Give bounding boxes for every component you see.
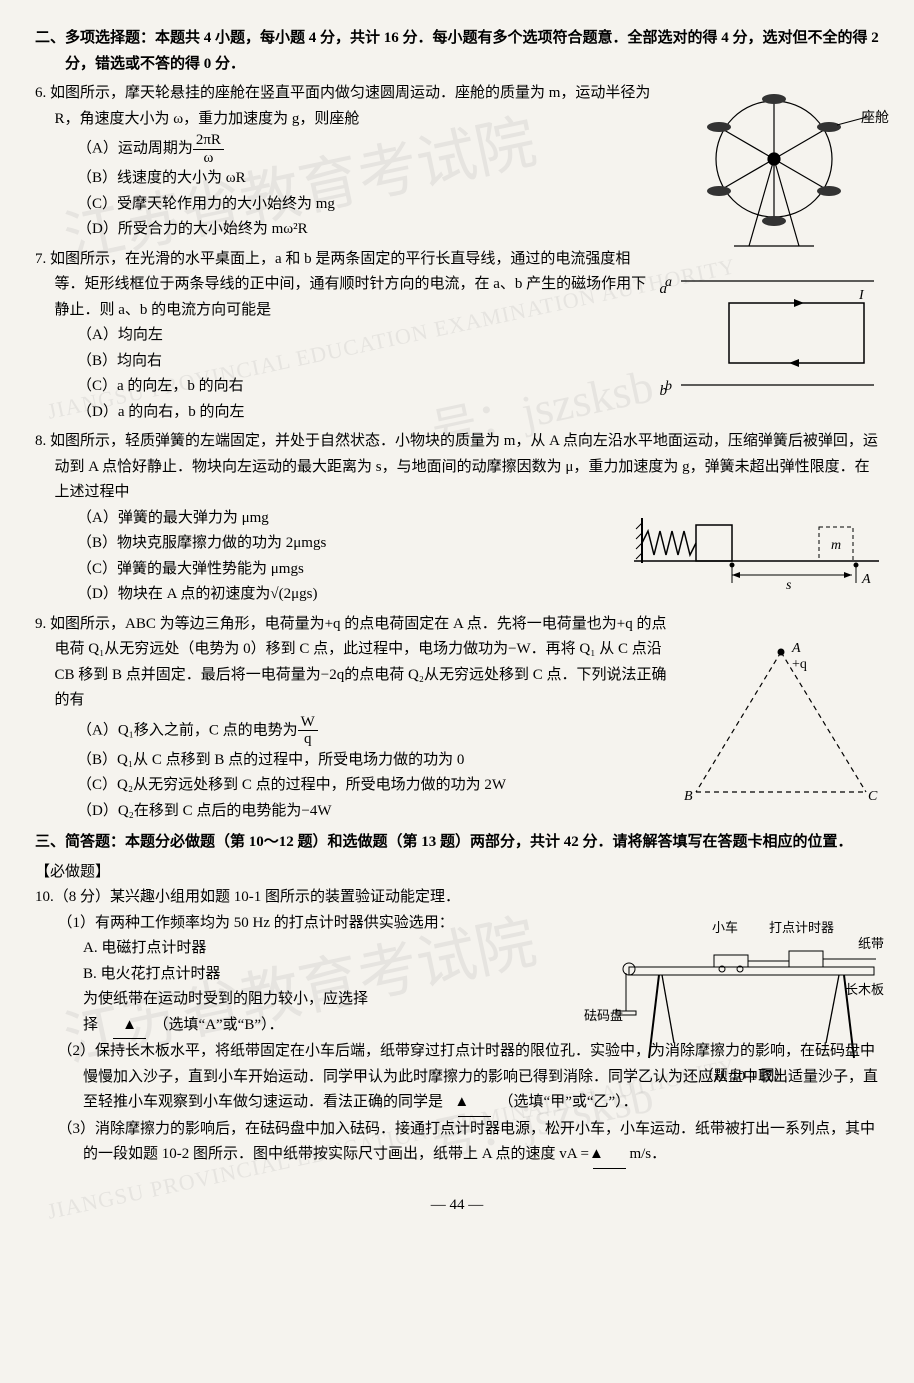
q8-stem: 8. 如图所示，轻质弹簧的左端固定，并处于自然状态．小物块的质量为 m，从 A … [35,429,879,506]
q6-option-B: （B）线速度的大小为 ωR [35,166,674,192]
svg-text:s: s [786,578,792,593]
q6-stem: 6. 如图所示，摩天轮悬挂的座舱在竖直平面内做匀速圆周运动．座舱的质量为 m，运… [35,81,674,132]
svg-text:C: C [868,789,878,804]
q9-A-num: W [298,714,318,732]
q10-p1B: B. 电火花打点计时器 [35,962,599,988]
q9-stem: 9. 如图所示，ABC 为等边三角形，电荷量为+q 的点电荷固定在 A 点．先将… [35,612,679,714]
q7-b-label: b [660,379,668,405]
q9-A-frac: Wq [298,714,318,748]
question-7: 7. 如图所示，在光滑的水平桌面上，a 和 b 是两条固定的平行长直导线，通过的… [35,247,879,426]
q10-head: 10.（8 分）某兴趣小组用如题 10-1 图所示的装置验证动能定理． [35,885,879,911]
q7-stem: 7. 如图所示，在光滑的水平桌面上，a 和 b 是两条固定的平行长直导线，通过的… [35,247,654,324]
section3-heading-text: 三、简答题：本题分必做题（第 10～12 题）和选做题（第 13 题）两部分，共… [35,834,853,850]
ferris-wheel-icon [689,81,889,251]
question-6: 6. 如图所示，摩天轮悬挂的座舱在竖直平面内做匀速圆周运动．座舱的质量为 m，运… [35,81,879,243]
q7-option-C: （C）a 的向左，b 的向右 [35,374,654,400]
q8-option-D: （D）物块在 A 点的初速度为√(2μgs) [35,582,629,608]
q9-A-den: q [298,731,318,748]
q8-option-A: （A）弹簧的最大弹力为 μmg [35,506,629,532]
q10-lab-pan: 砝码盘 [584,1005,623,1027]
q10-p1a: （1）有两种工作频率均为 50 Hz 的打点计时器供实验选用： [35,911,599,937]
q10-p3: （3）消除摩擦力的影响后，在砝码盘中加入砝码．接通打点计时器电源，松开小车，小车… [35,1117,879,1169]
q10-p1A: A. 电磁打点计时器 [35,936,599,962]
triangle-charge-icon: A +q B C [684,640,879,805]
section2-heading: 二、多项选择题：本题共 4 小题，每小题 4 分，共计 16 分．每小题有多个选… [35,26,879,77]
blank-2: ▲ [458,1090,491,1117]
q9-option-A: （A）Q₁移入之前，C 点的电势为Wq [35,714,679,748]
svg-text:B: B [684,789,693,804]
q10-p2b: （选填“甲”或“乙”）． [506,1094,638,1110]
q6-option-D: （D）所受合力的大小始终为 mω²R [35,217,674,243]
q10-p1c: 为使纸带在运动时受到的阻力较小，应选择择 ▲ （选填“A”或“B”）． [35,987,599,1039]
question-9: 9. 如图所示，ABC 为等边三角形，电荷量为+q 的点电荷固定在 A 点．先将… [35,612,879,825]
svg-text:m: m [831,538,841,553]
question-10: 10.（8 分）某兴趣小组用如题 10-1 图所示的装置验证动能定理． （1）有… [35,885,879,1169]
q9-figure: A +q B C [684,640,879,805]
q6-option-A: （A）运动周期为2πRω [35,132,674,166]
parallel-wires-icon: a b I [659,273,879,393]
section2-heading-text: 二、多项选择题：本题共 4 小题，每小题 4 分，共计 16 分．每小题有多个选… [35,30,879,72]
q10-lab-tape: 纸带 [858,933,884,955]
svg-text:A: A [791,641,801,656]
q8-figure: m s A [634,513,879,593]
page-number: — 44 — [35,1193,879,1219]
q10-lab-cart: 小车 [712,917,738,939]
svg-text:A: A [861,572,871,587]
must-do-label: 【必做题】 [35,860,879,886]
q10-p1c1: 为使纸带在运动时受到的阻力较小，应选择 [83,991,368,1007]
q6-figure: 座舱 [689,81,889,251]
q6-option-C: （C）受摩天轮作用力的大小始终为 mg [35,192,674,218]
blank-3: ▲ [593,1142,626,1169]
q6-A-pre: （A）运动周期为 [77,140,193,156]
q10-fig-caption: （题 10-1 图） [604,1065,884,1089]
q10-p1c2: （选填“A”或“B”）． [161,1017,283,1033]
q8-option-C: （C）弹簧的最大弹性势能为 μmgs [35,557,629,583]
q7-option-A: （A）均向左 [35,323,654,349]
spring-block-icon: m s A [634,513,879,593]
q10-lab-board: 长木板 [845,979,884,1001]
q7-option-B: （B）均向右 [35,349,654,375]
q6-A-den: ω [193,150,224,167]
question-8: 8. 如图所示，轻质弹簧的左端固定，并处于自然状态．小物块的质量为 m，从 A … [35,429,879,608]
q10-p3b: m/s． [629,1146,666,1162]
svg-text:+q: +q [792,657,807,672]
q7-figure: a b I [659,273,879,393]
q7-a-label: a [660,277,668,303]
blank-1: ▲ [113,1013,146,1040]
q10-lab-timer: 打点计时器 [769,917,834,939]
section3-heading: 三、简答题：本题分必做题（第 10～12 题）和选做题（第 13 题）两部分，共… [35,830,879,856]
q6-fig-label: 座舱 [861,107,889,131]
q9-option-B: （B）Q₁从 C 点移到 B 点的过程中，所受电场力做的功为 0 [35,748,679,774]
q6-A-num: 2πR [193,132,224,150]
q7-option-D: （D）a 的向右，b 的向左 [35,400,654,426]
q10-p3a: （3）消除摩擦力的影响后，在砝码盘中加入砝码．接通打点计时器电源，松开小车，小车… [58,1121,876,1163]
q8-option-B: （B）物块克服摩擦力做的功为 2μmgs [35,531,629,557]
q9-option-C: （C）Q₂从无穷远处移到 C 点的过程中，所受电场力做的功为 2W [35,773,679,799]
svg-text:I: I [858,288,865,303]
q10-figure: 小车 打点计时器 纸带 砝码盘 长木板 （题 10-1 图） [604,913,884,1089]
cart-track-icon [604,913,884,1073]
q9-A-pre: （A）Q₁移入之前，C 点的电势为 [77,722,298,738]
q6-A-frac: 2πRω [193,132,224,166]
q9-option-D: （D）Q₂在移到 C 点后的电势能为−4W [35,799,679,825]
